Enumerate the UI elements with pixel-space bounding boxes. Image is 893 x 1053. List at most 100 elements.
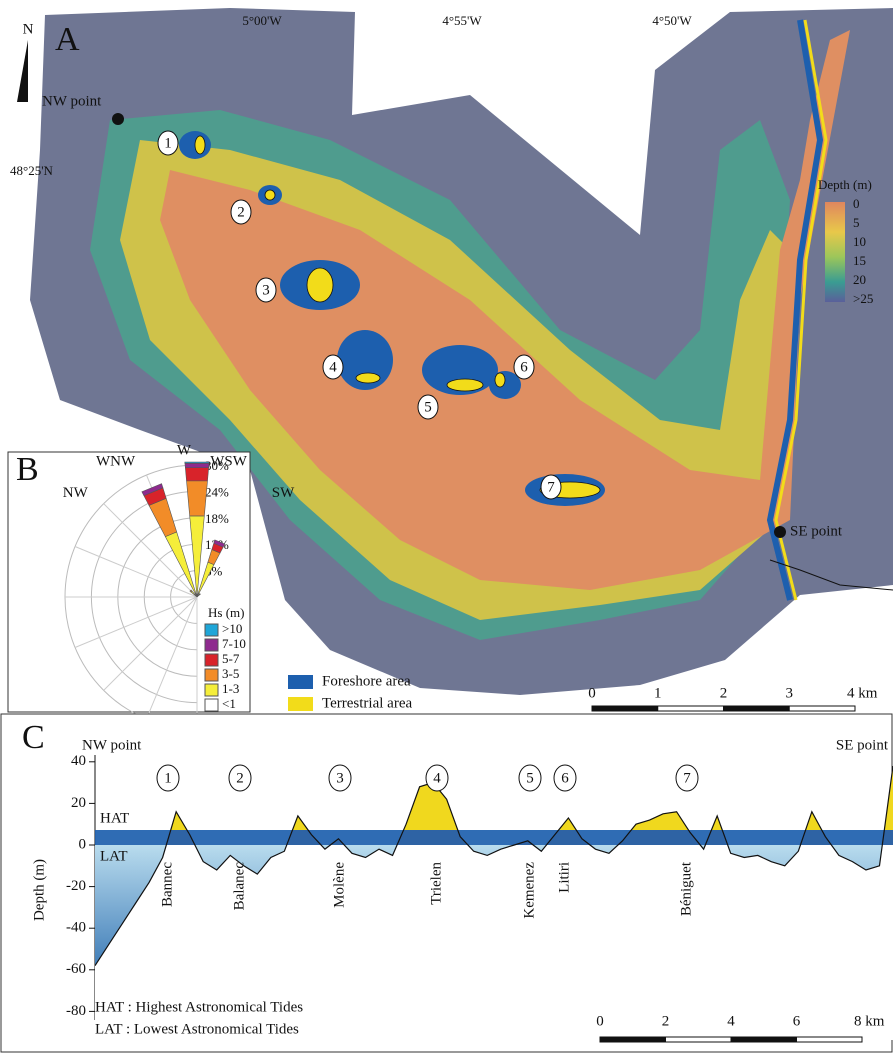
site-marker [328, 764, 352, 792]
y-tick-label: 20 [71, 795, 86, 811]
panel-label: A [55, 21, 80, 58]
point-label: SE point [790, 523, 843, 539]
site-marker [553, 764, 577, 792]
rose-spoke [103, 596, 198, 691]
legend-label: Terrestrial area [322, 695, 412, 711]
y-tick-label: -60 [66, 961, 86, 977]
site-name: Molène [331, 862, 347, 908]
rose-ring-label: 30% [205, 458, 229, 473]
site-marker [518, 764, 542, 792]
site-marker [675, 764, 699, 792]
hs-legend-swatch [204, 638, 219, 652]
scale-bar-segment [591, 705, 659, 712]
point-marker [112, 113, 124, 125]
site-label: 5 [424, 399, 432, 415]
panel-label: C [22, 719, 45, 756]
site-label: 6 [520, 359, 528, 375]
site-marker [156, 764, 180, 792]
rose-segment [184, 463, 210, 469]
site-name: Bannec [159, 862, 175, 907]
depth-legend-label: >25 [853, 291, 873, 306]
depth-legend-title: Depth (m) [818, 177, 872, 192]
site-marker [157, 130, 179, 156]
hs-legend-swatch [204, 653, 219, 667]
scale-label: 4 km [847, 685, 878, 701]
hs-legend-label: <1 [222, 696, 236, 711]
scale-bar-segment [665, 1036, 732, 1043]
site-name: Balanec [231, 862, 247, 911]
rose-spoke [74, 596, 198, 648]
site-label: 2 [237, 204, 245, 220]
site-name: Trielen [428, 862, 444, 905]
depth-legend-label: 20 [853, 272, 866, 287]
lat-label: LAT [100, 848, 128, 864]
site-marker [540, 474, 562, 500]
profile-end: SE point [836, 737, 889, 753]
depth-legend-label: 0 [853, 196, 860, 211]
depth-profile [94, 765, 893, 966]
site-label: 3 [262, 282, 270, 298]
rose-segment [184, 461, 210, 464]
rose-ring-label: 18% [205, 511, 229, 526]
site-number: 3 [336, 770, 344, 786]
legend-text: LAT : Lowest Astronomical Tides [95, 1021, 299, 1037]
panel-label: B [16, 451, 39, 488]
hs-legend-label: 5-7 [222, 651, 240, 666]
hs-legend-swatch [204, 668, 219, 682]
site-marker [255, 277, 277, 303]
hs-legend-label: 3-5 [222, 666, 239, 681]
legend-label: Foreshore area [322, 673, 411, 689]
site-name: Kemenez [521, 862, 537, 919]
hat-band [95, 830, 893, 845]
longitude-label: 4°55'W [442, 13, 482, 28]
direction-label: WNW [96, 454, 136, 470]
rose-segment [185, 467, 209, 482]
rose-segment [141, 483, 164, 497]
scale-bar-segment [723, 705, 790, 712]
scale-bar-segment [657, 705, 724, 712]
profile-start: NW point [82, 737, 142, 753]
site-number: 5 [526, 770, 534, 786]
site-label: 1 [164, 135, 172, 151]
hs-legend-swatch [204, 623, 219, 637]
point-label: NW point [42, 93, 102, 109]
hs-legend-swatch [204, 698, 219, 712]
scale-bar-segment [730, 1036, 797, 1043]
y-tick-label: 0 [79, 836, 87, 852]
hs-legend-label: 1-3 [222, 681, 239, 696]
scale-label: 4 [727, 1013, 735, 1029]
scale-label: 2 [662, 1013, 670, 1029]
site-name: Litiri [556, 862, 572, 893]
site-label: 4 [329, 359, 337, 375]
site-number: 2 [236, 770, 244, 786]
rose-segment [213, 539, 226, 548]
hs-legend-swatch [204, 683, 219, 697]
y-axis-label: Depth (m) [31, 859, 47, 921]
hs-legend-label: >10 [222, 621, 242, 636]
rose-spoke [146, 596, 198, 720]
scale-label: 1 [654, 685, 662, 701]
scale-label: 8 km [854, 1013, 885, 1029]
site-marker [513, 354, 535, 380]
rose-segment [197, 593, 201, 597]
depth-colorbar [825, 202, 845, 302]
north-arrow [17, 40, 28, 102]
scale-bar-segment [599, 1036, 666, 1043]
site-number: 1 [164, 770, 172, 786]
y-tick-label: -40 [66, 920, 86, 936]
bathymetry-map [30, 8, 893, 695]
direction-label: W [177, 442, 192, 458]
scale-bar-segment [788, 705, 856, 712]
site-number: 7 [683, 770, 691, 786]
longitude-label: 4°50'W [652, 13, 692, 28]
legend-swatch [288, 675, 313, 689]
north-label: N [23, 21, 34, 37]
rose-ring-label: 24% [205, 484, 229, 499]
depth-legend-label: 10 [853, 234, 866, 249]
site-marker [230, 199, 252, 225]
y-tick-label: -20 [66, 878, 86, 894]
scale-label: 0 [596, 1013, 604, 1029]
direction-label: SW [272, 485, 295, 501]
direction-label: WSW [210, 454, 248, 470]
